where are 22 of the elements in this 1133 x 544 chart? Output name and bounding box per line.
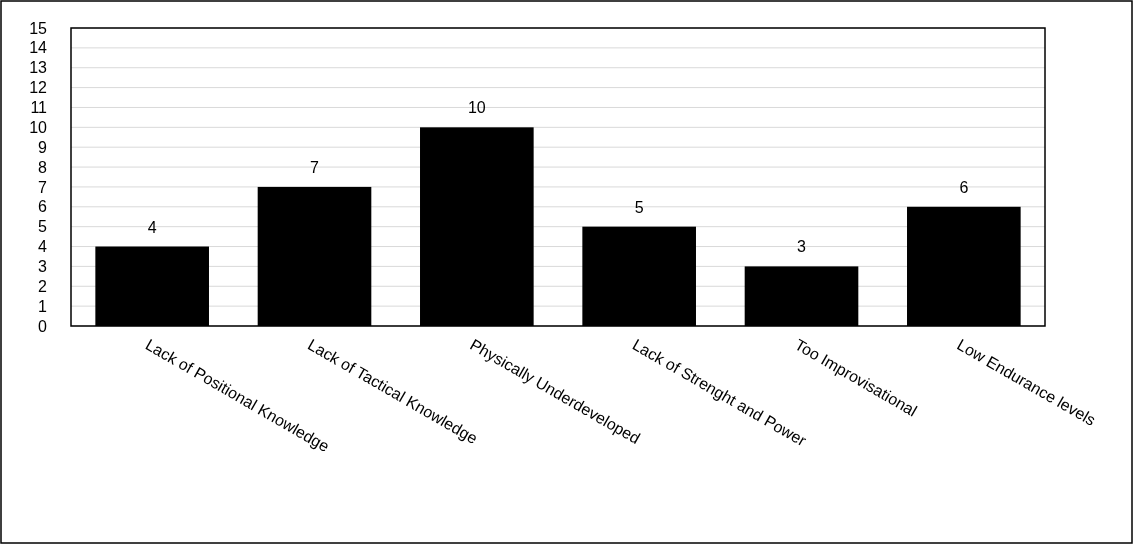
data-label: 3 [797,238,807,256]
y-tick-label: 2 [38,277,48,295]
y-tick-label: 0 [38,317,48,335]
y-tick-label: 15 [29,19,48,37]
y-tick-label: 10 [29,118,48,136]
y-tick-label: 11 [30,99,48,117]
y-tick-label: 12 [29,79,48,97]
y-tick-label: 9 [38,138,48,156]
y-tick-label: 5 [38,218,48,236]
y-tick-label: 13 [29,59,48,77]
y-tick-label: 3 [38,258,48,275]
y-tick-label: 1 [38,297,48,315]
data-label: 10 [467,99,486,117]
y-tick-label: 6 [38,198,48,216]
y-tick-label: 4 [38,238,48,256]
data-label: 4 [147,218,157,236]
data-label: 7 [310,158,320,176]
y-tick-label: 7 [38,178,48,196]
data-label: 6 [959,178,969,196]
y-tick-label: 14 [29,39,48,57]
data-label: 5 [634,198,644,216]
y-tick-label: 8 [38,158,48,176]
